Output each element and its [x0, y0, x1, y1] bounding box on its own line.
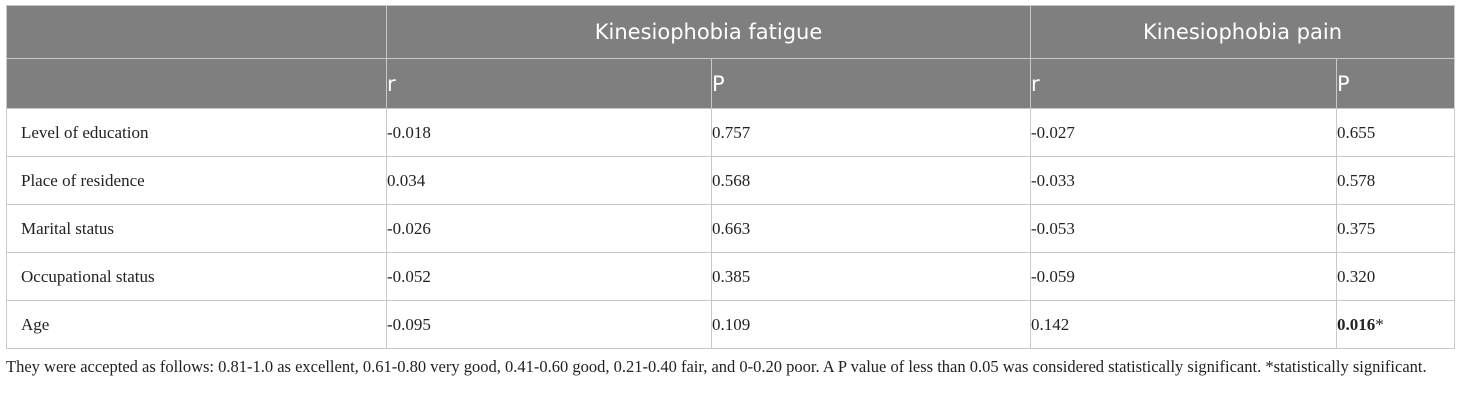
- row-label: Age: [6, 300, 387, 349]
- cell-pain-p-value: 0.320: [1337, 266, 1376, 286]
- cell-fatigue-p: 0.385: [710, 252, 1032, 301]
- header-kinesiophobia-pain: Kinesiophobia pain: [1030, 5, 1456, 59]
- row-label: Occupational status: [6, 252, 387, 301]
- table-container: Kinesiophobia fatigue Kinesiophobia pain…: [6, 5, 1456, 377]
- cell-pain-r: -0.033: [1030, 156, 1338, 205]
- table-row: Place of residence 0.034 0.568 -0.033 0.…: [6, 156, 1456, 205]
- cell-fatigue-p: 0.663: [710, 204, 1032, 253]
- table-row: Age -0.095 0.109 0.142 0.016*: [6, 300, 1456, 349]
- correlation-table: Kinesiophobia fatigue Kinesiophobia pain…: [6, 5, 1456, 349]
- cell-pain-p-value: 0.016: [1337, 314, 1376, 334]
- row-label: Marital status: [6, 204, 387, 253]
- sub-header-row: r P r P: [6, 58, 1456, 109]
- subheader-pain-r: r: [1030, 58, 1338, 109]
- cell-fatigue-r: -0.052: [386, 252, 712, 301]
- significance-mark: *: [1375, 314, 1384, 334]
- table-row: Occupational status -0.052 0.385 -0.059 …: [6, 252, 1456, 301]
- header-empty-cell: [6, 5, 387, 59]
- row-label: Level of education: [6, 108, 387, 157]
- table-row: Marital status -0.026 0.663 -0.053 0.375: [6, 204, 1456, 253]
- row-label: Place of residence: [6, 156, 387, 205]
- cell-pain-r: 0.142: [1030, 300, 1338, 349]
- cell-fatigue-p: 0.109: [710, 300, 1032, 349]
- cell-fatigue-r: -0.095: [386, 300, 712, 349]
- header-kinesiophobia-fatigue: Kinesiophobia fatigue: [385, 5, 1032, 59]
- table-footnote: They were accepted as follows: 0.81-1.0 …: [6, 357, 1427, 376]
- cell-fatigue-p: 0.757: [710, 108, 1032, 157]
- subheader-fatigue-p: P: [710, 58, 1032, 109]
- cell-fatigue-r: -0.026: [386, 204, 712, 253]
- cell-pain-p: 0.375: [1336, 204, 1456, 253]
- cell-pain-p: 0.578: [1336, 156, 1456, 205]
- subheader-pain-p: P: [1336, 58, 1456, 109]
- table-row: Level of education -0.018 0.757 -0.027 0…: [6, 108, 1456, 157]
- cell-pain-r: -0.053: [1030, 204, 1338, 253]
- cell-pain-p-value: 0.578: [1337, 170, 1376, 190]
- cell-pain-p: 0.320: [1336, 252, 1456, 301]
- cell-pain-p-value: 0.375: [1337, 218, 1376, 238]
- group-header-row: Kinesiophobia fatigue Kinesiophobia pain: [6, 5, 1456, 59]
- subheader-empty-cell: [6, 58, 387, 109]
- cell-pain-p: 0.016*: [1336, 300, 1456, 349]
- cell-fatigue-r: 0.034: [386, 156, 712, 205]
- cell-pain-p: 0.655: [1336, 108, 1456, 157]
- subheader-fatigue-r: r: [386, 58, 712, 109]
- cell-fatigue-r: -0.018: [386, 108, 712, 157]
- cell-pain-r: -0.059: [1030, 252, 1338, 301]
- cell-pain-p-value: 0.655: [1337, 122, 1376, 142]
- cell-fatigue-p: 0.568: [710, 156, 1032, 205]
- cell-pain-r: -0.027: [1030, 108, 1338, 157]
